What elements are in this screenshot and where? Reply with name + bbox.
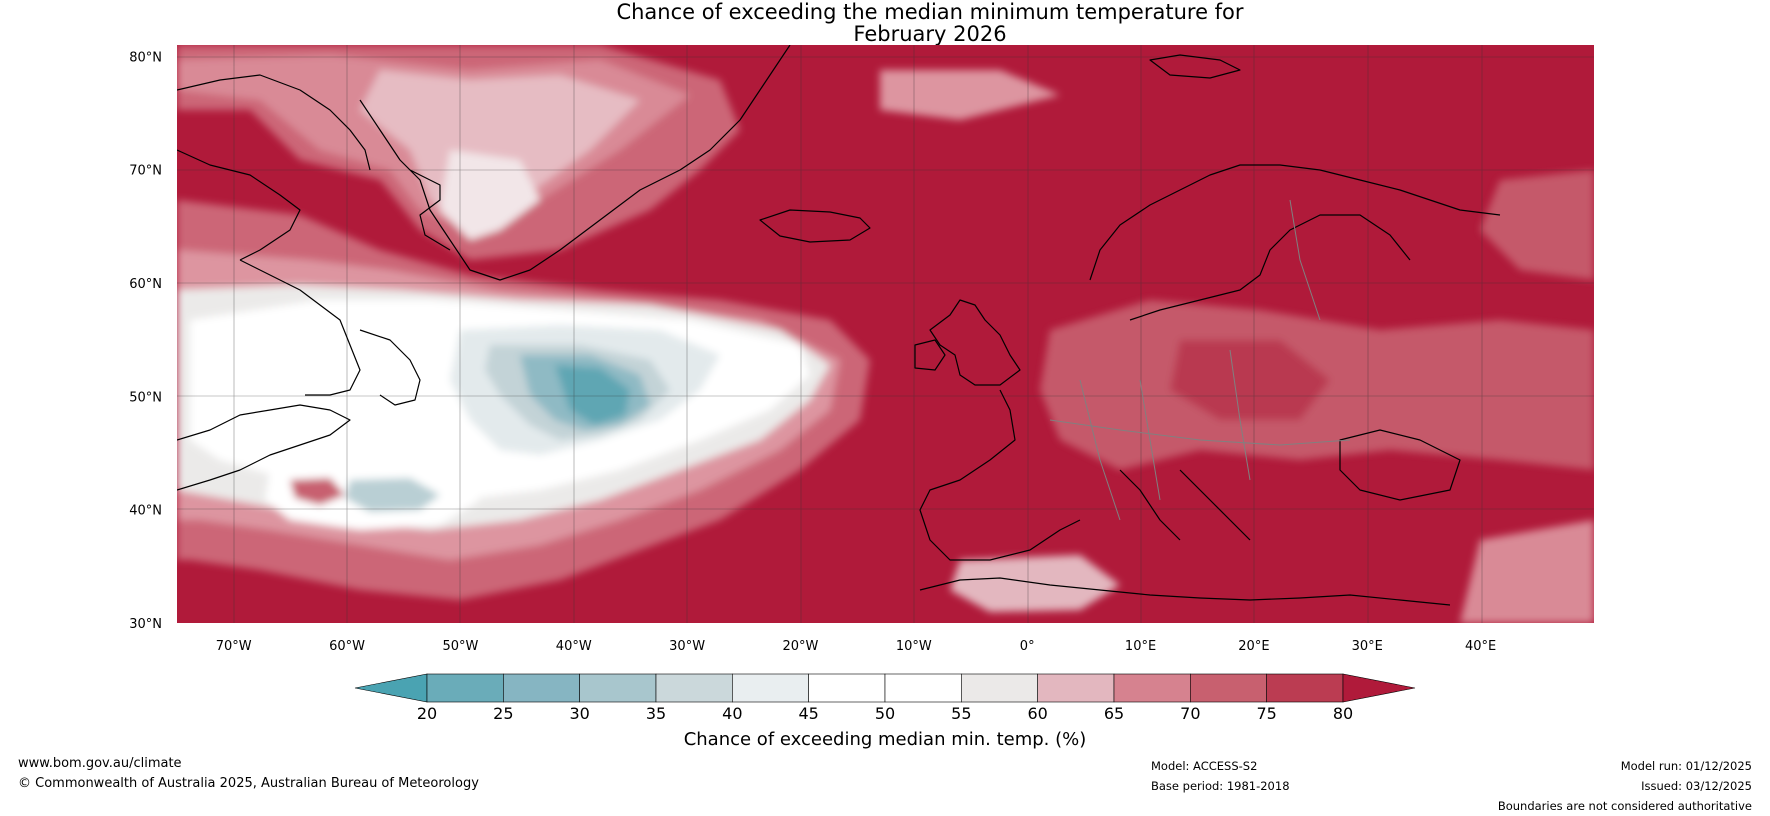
colorbar-tick-label: 50 xyxy=(875,704,895,723)
colorbar-segment xyxy=(1113,673,1191,703)
lat-label: 60°N xyxy=(129,277,162,292)
colorbar-extend-low xyxy=(354,673,428,703)
colorbar-segment xyxy=(503,673,580,703)
lat-label: 50°N xyxy=(129,390,162,405)
lon-label: 50°W xyxy=(442,639,478,654)
colorbar-tick-label: 65 xyxy=(1104,704,1124,723)
lon-label: 20°E xyxy=(1238,639,1269,654)
model-name: Model: ACCESS-S2 xyxy=(1151,759,1258,773)
graticule xyxy=(177,45,1594,623)
lon-label: 40°W xyxy=(556,639,592,654)
colorbar-segment xyxy=(732,673,809,703)
lat-label: 40°N xyxy=(129,504,162,519)
website-link[interactable]: www.bom.gov.au/climate xyxy=(18,756,182,771)
lon-label: 10°W xyxy=(896,639,932,654)
lon-label: 70°W xyxy=(216,639,252,654)
country-borders xyxy=(1049,199,1351,521)
lon-label: 30°W xyxy=(669,639,705,654)
lon-label: 10°E xyxy=(1125,639,1156,654)
lon-label: 20°W xyxy=(783,639,819,654)
colorbar-tick-label: 70 xyxy=(1180,704,1200,723)
lon-label: 60°W xyxy=(329,639,365,654)
colorbar-tick-label: 20 xyxy=(417,704,437,723)
colorbar-tick-label: 55 xyxy=(951,704,971,723)
longitude-labels: 70°W 60°W 50°W 40°W 30°W 20°W 10°W 0° 10°E 20°E 30… xyxy=(216,639,1497,654)
latitude-labels: 80°N 70°N 60°N 50°N 40°N 30°N xyxy=(129,50,162,632)
chart-title-line-2: February 2026 xyxy=(853,22,1007,46)
lat-label: 70°N xyxy=(129,164,162,179)
colorbar-segment xyxy=(884,673,962,703)
colorbar-segment xyxy=(1190,673,1267,703)
chart-title-line-1: Chance of exceeding the median minimum t… xyxy=(616,0,1244,24)
colorbar: 20 25 30 35 40 45 50 55 60 65 70 75 80 Chance of exce… xyxy=(354,673,1416,750)
colorbar-tick-label: 80 xyxy=(1333,704,1353,723)
colorbar-extend-high xyxy=(1342,673,1416,703)
colorbar-segment xyxy=(1266,673,1344,703)
colorbar-segment xyxy=(579,673,657,703)
lon-label: 0° xyxy=(1020,639,1035,654)
coastlines xyxy=(177,45,1501,606)
colorbar-tick-label: 40 xyxy=(722,704,742,723)
colorbar-tick-label: 60 xyxy=(1027,704,1047,723)
map-field xyxy=(177,45,1594,623)
lon-label: 30°E xyxy=(1352,639,1383,654)
boundary-disclaimer: Boundaries are not considered authoritat… xyxy=(1497,799,1752,813)
colorbar-tick-label: 45 xyxy=(798,704,818,723)
lat-label: 80°N xyxy=(129,50,162,65)
copyright-text: © Commonwealth of Australia 2025, Austra… xyxy=(18,776,479,791)
colorbar-segment xyxy=(961,673,1038,703)
colorbar-tick-label: 25 xyxy=(493,704,513,723)
colorbar-segment xyxy=(655,673,733,703)
issued-date: Issued: 03/12/2025 xyxy=(1641,779,1752,793)
lon-label: 40°E xyxy=(1465,639,1496,654)
colorbar-segment xyxy=(808,673,886,703)
colorbar-label: Chance of exceeding median min. temp. (%… xyxy=(684,729,1087,750)
colorbar-tick-label: 75 xyxy=(1256,704,1276,723)
colorbar-tick-label: 35 xyxy=(646,704,666,723)
base-period: Base period: 1981-2018 xyxy=(1151,779,1290,793)
lat-label: 30°N xyxy=(129,617,162,632)
colorbar-segment xyxy=(1037,673,1115,703)
model-run-date: Model run: 01/12/2025 xyxy=(1620,759,1752,773)
colorbar-segment xyxy=(426,673,504,703)
colorbar-tick-label: 30 xyxy=(569,704,589,723)
